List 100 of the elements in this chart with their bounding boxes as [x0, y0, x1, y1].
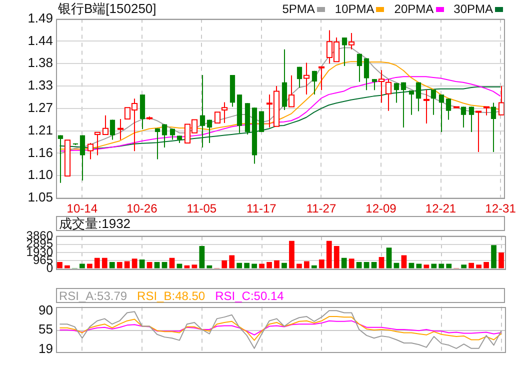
bar [176, 264, 182, 268]
bar [162, 262, 168, 268]
bar [371, 262, 377, 268]
bar [296, 264, 302, 268]
y-tick-label: 1.27 [28, 100, 53, 115]
bar [401, 255, 407, 268]
x-tick-label: 10-26 [126, 202, 158, 216]
candlestick [356, 53, 362, 82]
y-tick-label: 1.10 [28, 167, 53, 182]
bar [124, 261, 130, 268]
candlestick [154, 128, 160, 160]
bar [252, 264, 258, 268]
bar [408, 262, 414, 268]
y-tick-label: 19 [38, 341, 53, 356]
bar [356, 262, 362, 268]
bar [364, 262, 370, 268]
bar [206, 265, 212, 268]
bar [154, 262, 160, 268]
candlestick [438, 94, 444, 133]
y-tick-label: 1.33 [28, 78, 53, 93]
x-tick-label: 11-17 [246, 202, 277, 216]
candlestick [364, 58, 370, 91]
y-tick-label: 1.05 [28, 190, 53, 205]
candlestick [296, 66, 302, 88]
bar [80, 264, 85, 268]
bar [259, 264, 264, 268]
candlestick [446, 98, 452, 120]
bar [394, 262, 400, 268]
y-tick-label: 1.38 [28, 55, 53, 70]
bar [491, 245, 496, 268]
bar [416, 264, 422, 268]
legend-label: 5PMA [282, 2, 315, 16]
bar [318, 260, 324, 268]
candlestick [372, 78, 378, 91]
bar [64, 265, 70, 268]
series-label: RSI_A:53.79 [59, 288, 128, 302]
legend-label: 10PMA [334, 2, 374, 16]
bar [484, 262, 489, 268]
candlestick [490, 102, 496, 152]
x-tick-label: 10-14 [66, 202, 98, 216]
bar [378, 256, 384, 268]
y-tick-label: 55 [38, 322, 53, 337]
bar [498, 252, 504, 268]
candlestick [342, 37, 348, 67]
candlestick [468, 106, 474, 133]
candlestick [430, 89, 436, 116]
bar [326, 240, 332, 268]
bar [446, 264, 452, 268]
candlestick [110, 119, 116, 140]
bar [334, 246, 340, 268]
series-label: RSI_B:48.50 [137, 288, 206, 302]
chart-title: 银行B端[150250] [58, 0, 156, 18]
bar [222, 260, 228, 268]
candlestick [312, 70, 318, 96]
x-tick-label: 12-21 [425, 202, 456, 216]
candlestick [408, 90, 414, 116]
bar [282, 262, 287, 268]
bar [461, 264, 467, 268]
series-label: RSI_C:50.14 [215, 288, 284, 302]
bar [304, 261, 310, 268]
candlestick [416, 82, 422, 112]
candlestick [460, 106, 466, 128]
bar [341, 258, 347, 268]
candlestick [206, 119, 212, 144]
bar [289, 240, 294, 268]
bar [86, 264, 92, 268]
bar [244, 262, 250, 268]
y-tick-label: 1.21 [28, 122, 53, 138]
y-tick-label: 1.49 [28, 10, 53, 26]
bar [311, 265, 317, 268]
bar [169, 258, 175, 268]
legend-label: 30PMA [454, 2, 493, 16]
y-tick-label: 1.44 [28, 32, 53, 48]
bar [266, 262, 272, 268]
candlestick [394, 82, 400, 104]
bar [57, 262, 62, 268]
bar [431, 264, 437, 268]
bar [116, 262, 122, 268]
candlestick [400, 82, 406, 128]
bar [274, 260, 280, 268]
bar [199, 246, 205, 268]
candlestick [80, 134, 86, 181]
bar [348, 258, 354, 268]
bar [139, 260, 145, 268]
bar [438, 264, 444, 268]
x-tick-label: 12-31 [485, 202, 516, 216]
bar [229, 255, 235, 268]
bar [424, 264, 430, 268]
bar [184, 265, 190, 268]
y-tick-label: 1.16 [28, 144, 53, 160]
bar [386, 248, 392, 268]
legend-label: 20PMA [394, 2, 434, 16]
x-tick-label: 11-27 [306, 202, 336, 216]
x-tick-label: 12-09 [366, 202, 397, 216]
bar [109, 262, 115, 268]
bar [192, 264, 198, 268]
y-tick-label: 90 [38, 302, 53, 318]
bar [94, 258, 100, 268]
x-tick-label: 11-05 [186, 202, 217, 216]
bar [468, 262, 474, 268]
